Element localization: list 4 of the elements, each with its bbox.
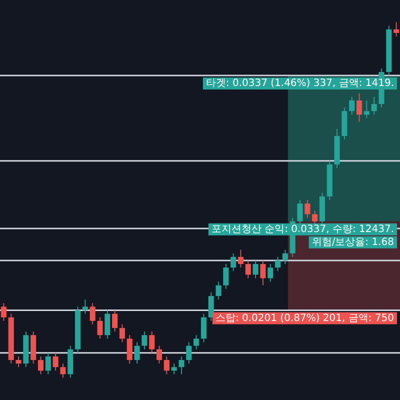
- annotation: 스탑: 0.0201 (0.87%) 201, 금액: 750: [215, 312, 394, 324]
- annotation: 포지션청산 순익: 0.0337, 수량: 12437.: [211, 224, 394, 235]
- annotation: 위험/보상율: 1.68: [312, 236, 394, 248]
- annotation: 타겟: 0.0337 (1.46%) 337, 금액: 1419.: [206, 78, 394, 90]
